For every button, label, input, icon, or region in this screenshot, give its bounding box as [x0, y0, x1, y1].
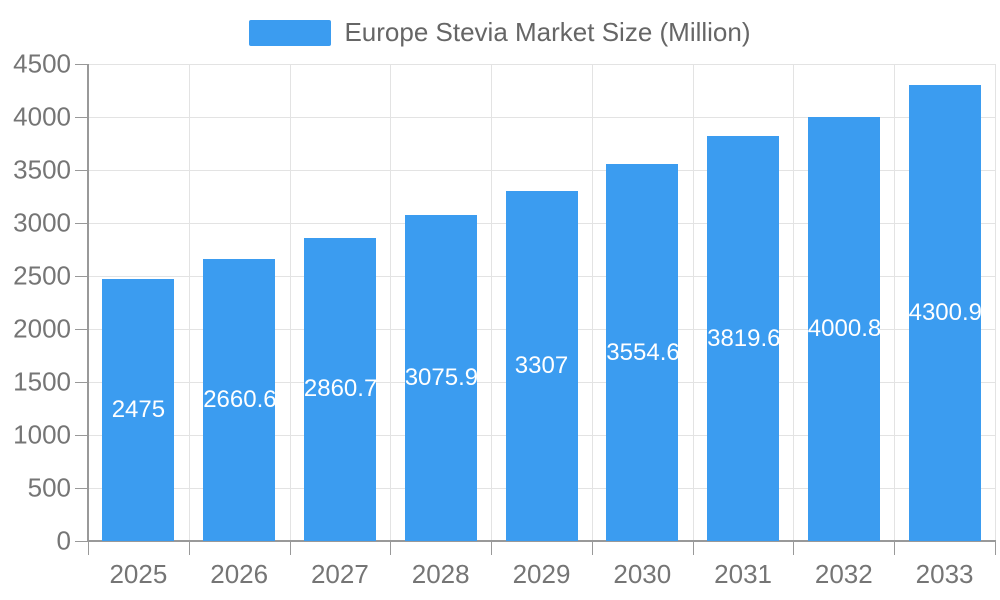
y-axis-tick [75, 223, 88, 224]
x-axis-tick [793, 541, 795, 555]
x-axis-tick [894, 541, 896, 555]
x-axis-label: 2026 [210, 559, 269, 589]
bar-value-label: 3554.61 [606, 338, 679, 366]
y-axis-tick [75, 64, 88, 65]
y-axis-line [87, 64, 89, 541]
bar-value-label: 4000.87 [807, 315, 880, 342]
bar-2025[interactable] [102, 278, 175, 541]
y-axis-tick [75, 117, 88, 118]
y-axis-label: 500 [27, 472, 71, 503]
gridline-horizontal [88, 170, 995, 171]
gridline-vertical [188, 64, 190, 541]
x-axis-tick [491, 541, 493, 555]
x-axis-label: 2028 [411, 559, 470, 589]
y-axis-tick [75, 488, 88, 489]
y-axis-tick [75, 435, 88, 436]
x-axis-label: 2029 [512, 559, 571, 589]
gridline-vertical [289, 64, 291, 541]
bar-value-label: 3075.96 [404, 364, 477, 391]
x-axis-label: 2027 [310, 559, 369, 589]
y-axis-tick [75, 329, 88, 330]
x-axis-label: 2032 [814, 559, 873, 589]
y-axis-label: 1000 [13, 419, 71, 450]
x-axis-label: 2025 [109, 559, 168, 589]
y-axis-label: 4500 [13, 48, 71, 79]
x-axis-tick [289, 541, 291, 555]
gridline-vertical [692, 64, 694, 541]
y-axis-tick [75, 382, 88, 383]
x-axis-tick [591, 541, 593, 555]
y-axis-tick [75, 276, 88, 277]
gridline-vertical [995, 64, 996, 541]
gridline-vertical [591, 64, 593, 541]
x-axis-label: 2030 [613, 559, 672, 589]
bar-2032[interactable] [807, 116, 880, 541]
y-axis-label: 0 [56, 525, 71, 556]
legend-label: Europe Stevia Market Size (Million) [344, 17, 751, 47]
gridline-vertical [894, 64, 896, 541]
gridline-horizontal [88, 117, 995, 118]
y-axis-label: 2500 [13, 260, 71, 291]
y-axis-label: 3000 [13, 207, 71, 238]
bar-2030[interactable] [606, 164, 679, 541]
gridline-vertical [390, 64, 392, 541]
x-axis-label: 2033 [915, 559, 974, 589]
x-axis-label: 2031 [714, 559, 773, 589]
bar-2027[interactable] [303, 237, 376, 541]
gridline-horizontal [88, 64, 995, 65]
legend-item[interactable]: Europe Stevia Market Size (Million) [0, 17, 1000, 48]
x-axis-line [87, 540, 996, 542]
x-axis-tick [995, 541, 996, 555]
gridline-vertical [491, 64, 493, 541]
legend-swatch-icon [249, 19, 332, 46]
bar-value-label: 3307 [514, 351, 569, 379]
bar-2026[interactable] [203, 259, 276, 541]
bar-value-label: 4300.95 [908, 299, 981, 326]
bar-value-label: 3819.67 [707, 324, 780, 352]
gridline-vertical [793, 64, 795, 541]
bar-2029[interactable] [505, 190, 578, 541]
y-axis-tick [75, 170, 88, 171]
bar-value-label: 2475 [111, 395, 166, 423]
bar-2033[interactable] [908, 85, 981, 541]
bar-value-label: 2860.74 [303, 375, 376, 403]
x-axis-tick [188, 541, 190, 555]
y-axis-label: 1500 [13, 366, 71, 397]
x-axis-tick [390, 541, 392, 555]
x-axis-tick [88, 541, 89, 555]
bar-2031[interactable] [707, 136, 780, 541]
y-axis-label: 2000 [13, 313, 71, 344]
y-axis-label: 3500 [13, 154, 71, 185]
bar-2028[interactable] [404, 214, 477, 541]
y-axis-tick [75, 541, 88, 542]
x-axis-tick [692, 541, 694, 555]
bar-value-label: 2660.63 [203, 386, 276, 413]
y-axis-label: 4000 [13, 101, 71, 132]
